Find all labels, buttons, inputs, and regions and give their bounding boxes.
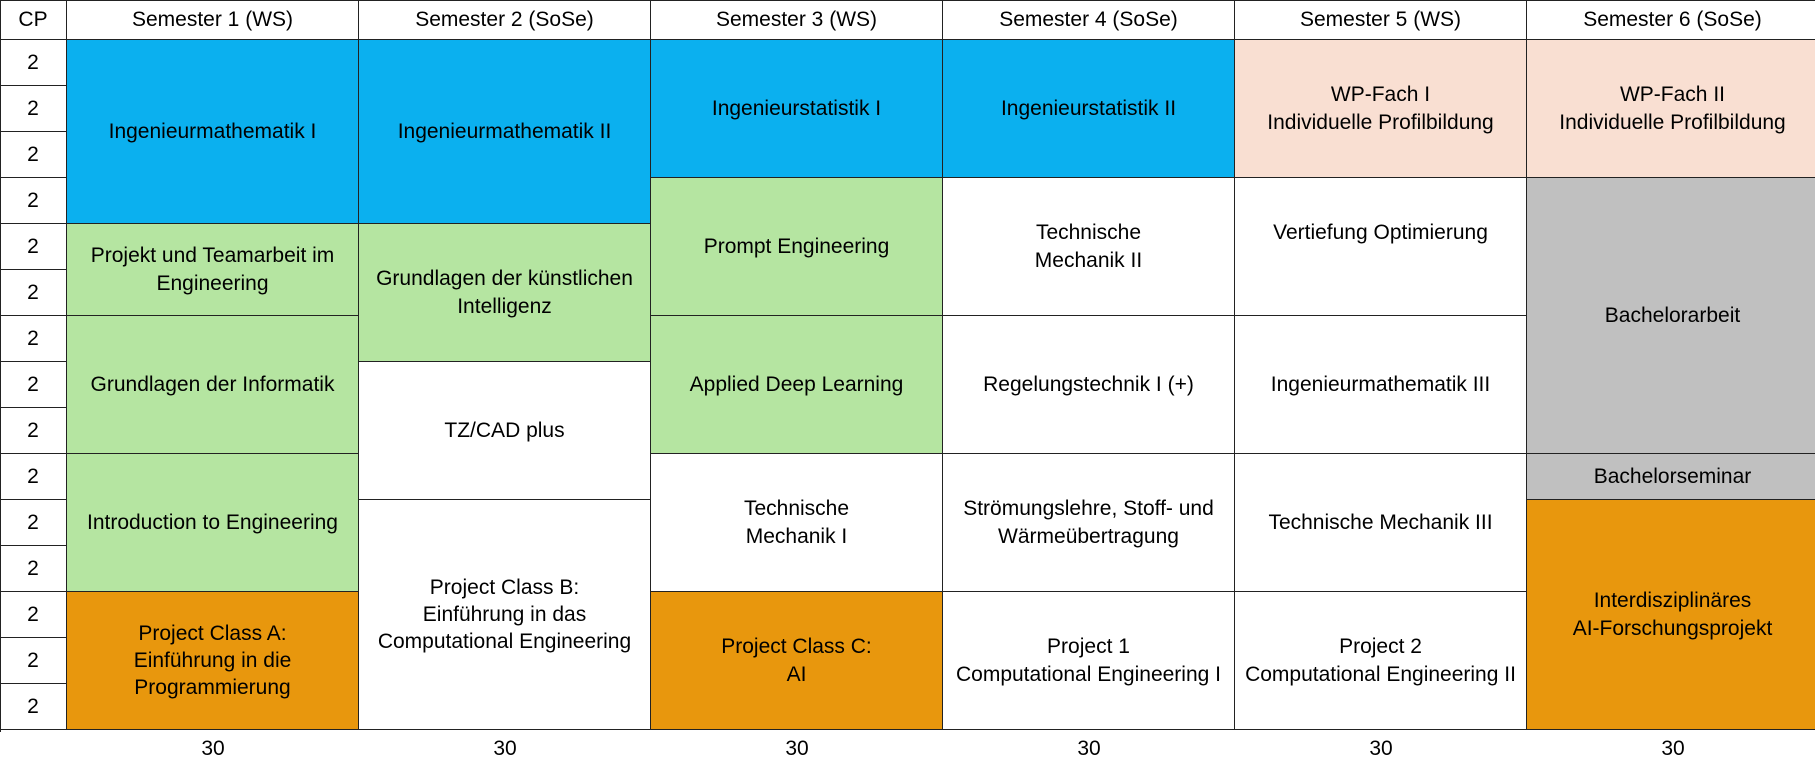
- module-cell: Project Class C: AI: [651, 592, 943, 730]
- cp-row-value: 2: [0, 546, 67, 592]
- semester-total-cp: 30: [785, 736, 809, 760]
- module-cell: Grundlagen der künstlichen Intelligenz: [359, 224, 651, 362]
- module-cell: Ingenieurstatistik I: [651, 40, 943, 178]
- cp-column-header: CP: [0, 0, 67, 40]
- module-cell: Project Class B: Einführung in das Compu…: [359, 500, 651, 730]
- cp-row-value: 2: [0, 132, 67, 178]
- module-cell: Vertiefung Optimierung: [1235, 178, 1527, 316]
- module-cell: Technische Mechanik III: [1235, 454, 1527, 592]
- cp-row-value: 2: [0, 684, 67, 730]
- cp-row-value: 2: [0, 362, 67, 408]
- module-cell: Project 2 Computational Engineering II: [1235, 592, 1527, 730]
- cp-row-value: 2: [0, 592, 67, 638]
- semester-total-cp: 30: [1661, 736, 1685, 760]
- module-cell: Bachelorseminar: [1527, 454, 1815, 500]
- module-cell: Technische Mechanik I: [651, 454, 943, 592]
- cp-row-value: 2: [0, 316, 67, 362]
- module-cell: Applied Deep Learning: [651, 316, 943, 454]
- semester-header-2: Semester 2 (SoSe): [359, 0, 651, 40]
- cp-row-value: 2: [0, 270, 67, 316]
- semester-header-1: Semester 1 (WS): [67, 0, 359, 40]
- module-cell: Ingenieurmathematik II: [359, 40, 651, 224]
- module-cell: Projekt und Teamarbeit im Engineering: [67, 224, 359, 316]
- module-cell: Interdisziplinäres AI-Forschungsprojekt: [1527, 500, 1815, 730]
- semester-header-4: Semester 4 (SoSe): [943, 0, 1235, 40]
- module-cell: TZ/CAD plus: [359, 362, 651, 500]
- table-left-border: [0, 0, 1, 732]
- module-cell: WP-Fach I Individuelle Profilbildung: [1235, 40, 1527, 178]
- semester-total-cp: 30: [1077, 736, 1101, 760]
- module-cell: Strömungslehre, Stoff- und Wärmeübertrag…: [943, 454, 1235, 592]
- semester-total-cp: 30: [493, 736, 517, 760]
- module-cell: Prompt Engineering: [651, 178, 943, 316]
- cp-row-value: 2: [0, 408, 67, 454]
- module-cell: Bachelorarbeit: [1527, 178, 1815, 454]
- module-cell: Project Class A: Einführung in die Progr…: [67, 592, 359, 730]
- cp-row-value: 2: [0, 454, 67, 500]
- module-cell: Ingenieurmathematik III: [1235, 316, 1527, 454]
- module-cell: Introduction to Engineering: [67, 454, 359, 592]
- module-cell: Grundlagen der Informatik: [67, 316, 359, 454]
- module-cell: Ingenieurstatistik II: [943, 40, 1235, 178]
- module-cell: Project 1 Computational Engineering I: [943, 592, 1235, 730]
- semester-header-6: Semester 6 (SoSe): [1527, 0, 1815, 40]
- semester-total-cp: 30: [201, 736, 225, 760]
- table-top-border: [0, 0, 1815, 1]
- cp-row-value: 2: [0, 638, 67, 684]
- module-cell: WP-Fach II Individuelle Profilbildung: [1527, 40, 1815, 178]
- module-cell: Technische Mechanik II: [943, 178, 1235, 316]
- module-cell: Regelungstechnik I (+): [943, 316, 1235, 454]
- cp-row-value: 2: [0, 500, 67, 546]
- semester-header-3: Semester 3 (WS): [651, 0, 943, 40]
- cp-row-value: 2: [0, 40, 67, 86]
- cp-row-value: 2: [0, 178, 67, 224]
- cp-row-value: 2: [0, 224, 67, 270]
- module-cell: Ingenieurmathematik I: [67, 40, 359, 224]
- cp-row-value: 2: [0, 86, 67, 132]
- semester-header-5: Semester 5 (WS): [1235, 0, 1527, 40]
- semester-total-cp: 30: [1369, 736, 1393, 760]
